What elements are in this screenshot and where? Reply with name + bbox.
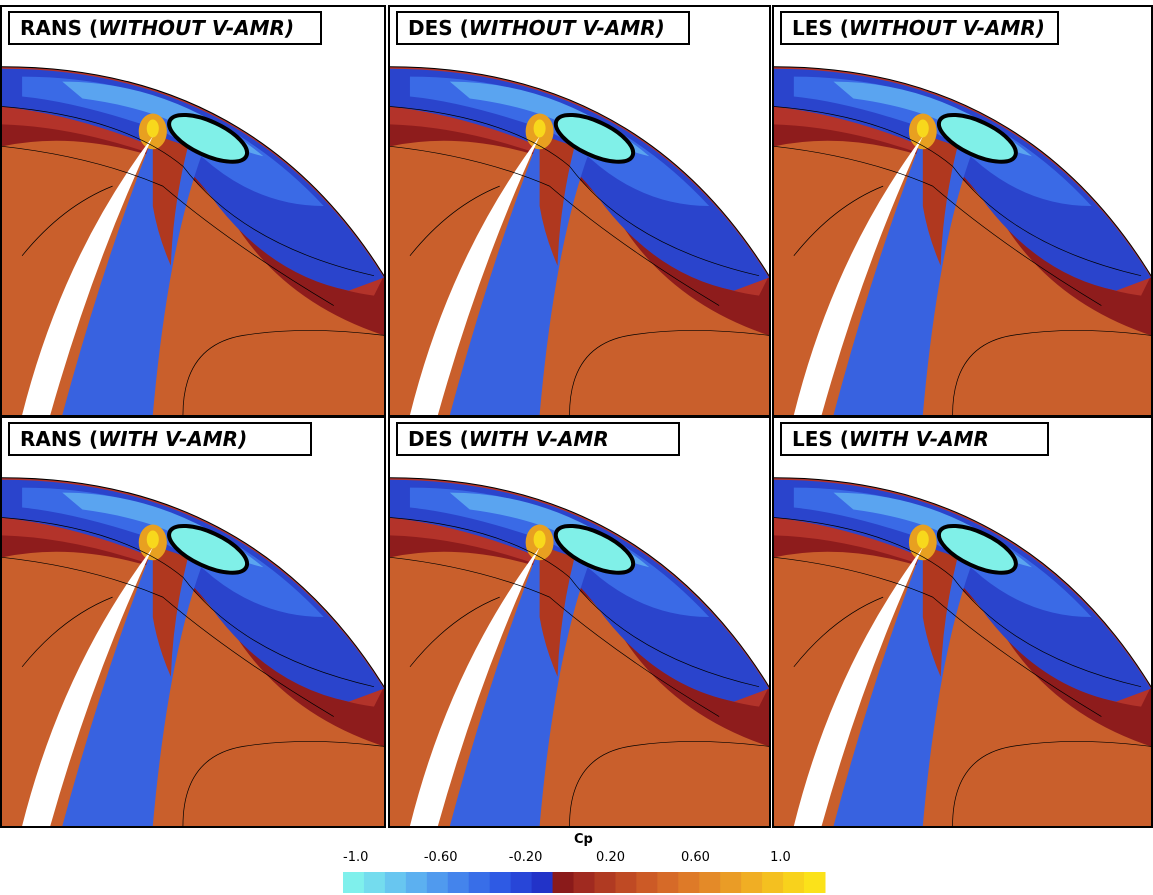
- colorbar-segment: [762, 872, 783, 893]
- panel-title: RANS (WITHOUT V-AMR): [8, 11, 322, 45]
- title-italic: WITH V-AMR: [849, 427, 989, 451]
- colorbar-segment: [615, 872, 636, 893]
- title-text: LES (: [792, 427, 849, 451]
- contour-plot: [390, 418, 769, 826]
- contour-field: [390, 418, 769, 826]
- title-text: RANS (: [20, 427, 98, 451]
- colorbar-label: Cp: [574, 832, 593, 847]
- colorbar-segment: [490, 872, 511, 893]
- panel: RANS (WITH V-AMR): [0, 416, 386, 828]
- colorbar-segment: [574, 872, 595, 893]
- colorbar-tick-label: -1.0: [343, 850, 368, 865]
- panel-title: DES (WITHOUT V-AMR): [396, 11, 690, 45]
- colorbar-segment: [699, 872, 720, 893]
- contour-field: [2, 7, 384, 415]
- title-italic: WITHOUT V-AMR): [849, 16, 1045, 40]
- colorbar-segment: [532, 872, 553, 893]
- colorbar-segment: [364, 872, 385, 893]
- contour-field: [2, 418, 384, 826]
- title-text: RANS (: [20, 16, 98, 40]
- title-italic: WITH V-AMR: [469, 427, 609, 451]
- colorbar-segment: [678, 872, 699, 893]
- contour-plot: [2, 7, 384, 415]
- panel-title: RANS (WITH V-AMR): [8, 422, 312, 456]
- colorbar-tick-label: 0.20: [596, 850, 625, 865]
- colorbar-tick-label: 1.0: [770, 850, 791, 865]
- colorbar-segment: [804, 872, 825, 893]
- panel-title: LES (WITH V-AMR: [780, 422, 1049, 456]
- title-text: DES (: [408, 427, 469, 451]
- colorbar-tick-label: -0.60: [424, 850, 458, 865]
- panel-title: DES (WITH V-AMR: [396, 422, 680, 456]
- contour-plot: [774, 418, 1151, 826]
- title-text: LES (: [792, 16, 849, 40]
- contour-plot: [390, 7, 769, 415]
- colorbar-segment: [783, 872, 804, 893]
- page: {"panels": [ {"title": "RANS (", "title_…: [0, 0, 1153, 895]
- colorbar-segment: [427, 872, 448, 893]
- panel: DES (WITH V-AMR: [388, 416, 771, 828]
- colorbar-segment: [657, 872, 678, 893]
- colorbar-tick-label: 0.60: [681, 850, 710, 865]
- contour-plot: [774, 7, 1151, 415]
- colorbar-segment: [636, 872, 657, 893]
- colorbar-segment: [511, 872, 532, 893]
- title-text: DES (: [408, 16, 469, 40]
- colorbar-segment: [406, 872, 427, 893]
- colorbar-segment: [594, 872, 615, 893]
- contour-field: [774, 418, 1151, 826]
- colorbar-tick-label: -0.20: [509, 850, 543, 865]
- title-italic: WITH V-AMR): [98, 427, 247, 451]
- contour-field: [774, 7, 1151, 415]
- colorbar-segment: [553, 872, 574, 893]
- panel: DES (WITHOUT V-AMR): [388, 5, 771, 417]
- title-italic: WITHOUT V-AMR): [469, 16, 665, 40]
- colorbar-segment: [343, 872, 364, 893]
- colorbar-segment: [448, 872, 469, 893]
- panel: LES (WITH V-AMR: [772, 416, 1153, 828]
- panel-title: LES (WITHOUT V-AMR): [780, 11, 1059, 45]
- colorbar-segment: [385, 872, 406, 893]
- title-italic: WITHOUT V-AMR): [98, 16, 294, 40]
- colorbar-segment: [720, 872, 741, 893]
- panel: RANS (WITHOUT V-AMR): [0, 5, 386, 417]
- panel: LES (WITHOUT V-AMR): [772, 5, 1153, 417]
- contour-plot: [2, 418, 384, 826]
- contour-field: [390, 7, 769, 415]
- colorbar-segment: [469, 872, 490, 893]
- colorbar-segment: [741, 872, 762, 893]
